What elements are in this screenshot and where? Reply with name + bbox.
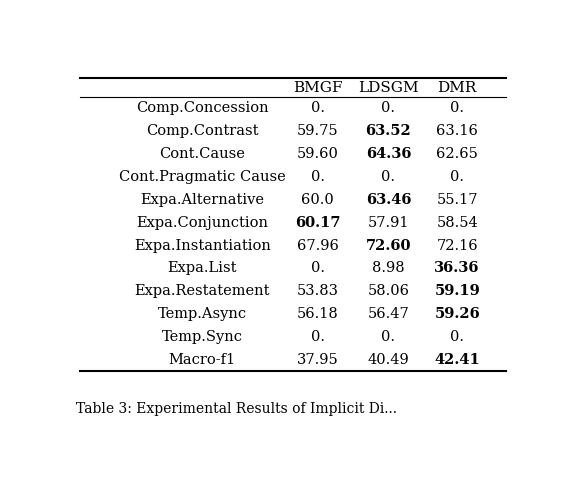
Text: 72.60: 72.60 xyxy=(366,239,411,253)
Text: 63.46: 63.46 xyxy=(366,193,411,207)
Text: 37.95: 37.95 xyxy=(297,353,339,367)
Text: LDSGM: LDSGM xyxy=(358,80,419,94)
Text: 0.: 0. xyxy=(450,170,464,184)
Text: Expa.List: Expa.List xyxy=(168,261,237,275)
Text: 72.16: 72.16 xyxy=(436,239,478,253)
Text: 62.65: 62.65 xyxy=(436,147,478,161)
Text: 0.: 0. xyxy=(450,101,464,115)
Text: 60.17: 60.17 xyxy=(295,215,340,230)
Text: 0.: 0. xyxy=(311,101,324,115)
Text: Temp.Sync: Temp.Sync xyxy=(162,330,243,344)
Text: 56.47: 56.47 xyxy=(368,307,410,321)
Text: Expa.Alternative: Expa.Alternative xyxy=(140,193,264,207)
Text: 0.: 0. xyxy=(311,170,324,184)
Text: 67.96: 67.96 xyxy=(297,239,339,253)
Text: BMGF: BMGF xyxy=(293,80,342,94)
Text: 0.: 0. xyxy=(311,330,324,344)
Text: 59.19: 59.19 xyxy=(434,284,480,298)
Text: Cont.Pragmatic Cause: Cont.Pragmatic Cause xyxy=(119,170,285,184)
Text: 0.: 0. xyxy=(311,261,324,275)
Text: Comp.Concession: Comp.Concession xyxy=(136,101,269,115)
Text: DMR: DMR xyxy=(438,80,477,94)
Text: 55.17: 55.17 xyxy=(436,193,478,207)
Text: Macro-f1: Macro-f1 xyxy=(169,353,236,367)
Text: Table 3: Experimental Results of Implicit Di...: Table 3: Experimental Results of Implici… xyxy=(76,402,397,415)
Text: Expa.Conjunction: Expa.Conjunction xyxy=(136,215,268,230)
Text: 0.: 0. xyxy=(382,170,395,184)
Text: 64.36: 64.36 xyxy=(366,147,411,161)
Text: 36.36: 36.36 xyxy=(434,261,480,275)
Text: 0.: 0. xyxy=(450,330,464,344)
Text: Cont.Cause: Cont.Cause xyxy=(160,147,245,161)
Text: 56.18: 56.18 xyxy=(297,307,339,321)
Text: 0.: 0. xyxy=(382,101,395,115)
Text: 60.0: 60.0 xyxy=(301,193,334,207)
Text: 57.91: 57.91 xyxy=(368,215,409,230)
Text: Temp.Async: Temp.Async xyxy=(158,307,247,321)
Text: 59.75: 59.75 xyxy=(297,124,339,138)
Text: Expa.Instantiation: Expa.Instantiation xyxy=(134,239,271,253)
Text: 58.06: 58.06 xyxy=(367,284,410,298)
Text: 63.16: 63.16 xyxy=(436,124,478,138)
Text: 53.83: 53.83 xyxy=(296,284,339,298)
Text: 58.54: 58.54 xyxy=(436,215,478,230)
Text: Comp.Contrast: Comp.Contrast xyxy=(146,124,259,138)
Text: 42.41: 42.41 xyxy=(434,353,480,367)
Text: 40.49: 40.49 xyxy=(368,353,410,367)
Text: Expa.Restatement: Expa.Restatement xyxy=(134,284,270,298)
Text: 63.52: 63.52 xyxy=(366,124,411,138)
Text: 8.98: 8.98 xyxy=(372,261,405,275)
Text: 0.: 0. xyxy=(382,330,395,344)
Text: 59.26: 59.26 xyxy=(434,307,480,321)
Text: 59.60: 59.60 xyxy=(297,147,339,161)
